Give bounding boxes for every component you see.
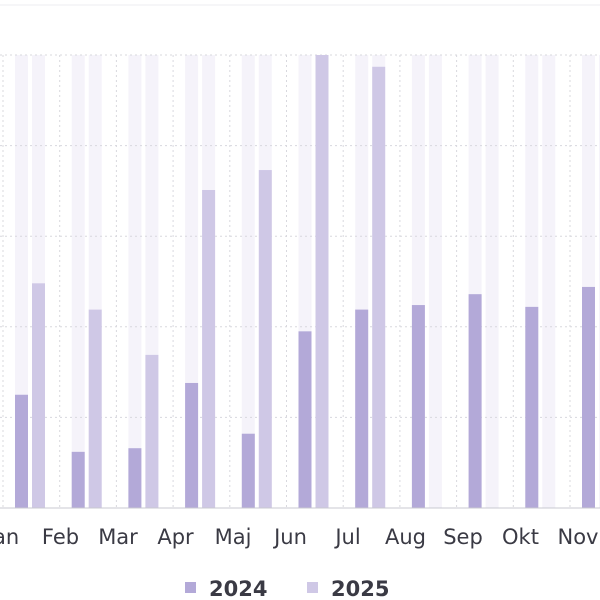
bar: [372, 66, 386, 508]
bar: [525, 306, 539, 508]
x-tick-label: Okt: [502, 525, 539, 549]
x-tick-label: Maj: [215, 525, 252, 549]
bar: [241, 433, 255, 508]
legend-swatch: [307, 582, 318, 593]
x-tick-label: Jan: [0, 525, 19, 549]
legend: 2024 2025: [185, 577, 389, 600]
x-tick-label: Sep: [443, 525, 483, 549]
bar: [468, 294, 482, 508]
bar: [88, 309, 102, 508]
bar: [411, 305, 425, 508]
bar: [185, 382, 199, 508]
bar: [32, 283, 45, 508]
x-tick-label: Mar: [98, 525, 138, 549]
x-tick-label: Feb: [42, 525, 79, 549]
bar: [71, 451, 85, 508]
x-tick-label: Apr: [157, 525, 194, 549]
bar-background: [542, 55, 556, 508]
bar: [582, 286, 595, 508]
bar: [15, 394, 28, 508]
bar-background: [128, 55, 142, 508]
bar-background: [428, 55, 442, 508]
x-tick-label: Jun: [272, 525, 307, 549]
legend-label: 2025: [331, 577, 389, 600]
legend-label: 2024: [209, 577, 267, 600]
bar: [145, 354, 159, 508]
x-tick-label: Nov: [558, 525, 599, 549]
x-tick-label: Aug: [385, 525, 426, 549]
x-tick-label: Jul: [333, 525, 360, 549]
bar: [128, 448, 142, 508]
bar: [202, 189, 216, 508]
bar-background: [241, 55, 255, 508]
bar: [258, 170, 272, 508]
bar: [355, 309, 369, 508]
bar-background: [485, 55, 499, 508]
bar: [298, 331, 312, 508]
bar-background: [71, 55, 85, 508]
legend-swatch: [185, 582, 196, 593]
bar: [315, 55, 329, 508]
